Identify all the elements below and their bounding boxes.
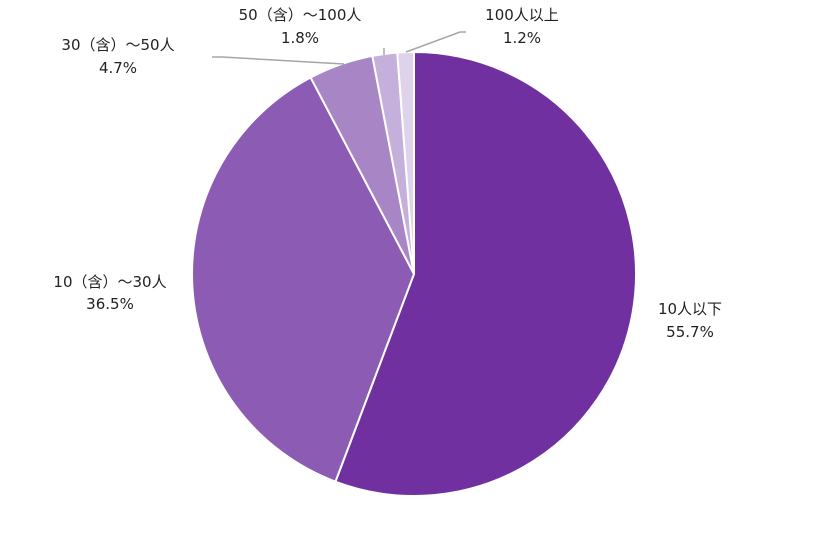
leader-line [405,31,466,53]
slice-category-label: 10（含）～30人 [53,273,166,291]
slice-value-label: 55.7% [666,323,714,341]
slice-value-label: 1.8% [281,29,319,47]
slice-category-label: 100人以上 [485,6,559,24]
slice-value-label: 36.5% [86,295,134,313]
leader-lines [212,31,466,65]
slice-category-label: 50（含）～100人 [239,6,362,24]
pie-slice [396,50,415,275]
pie-slice [334,50,637,497]
slice-value-label: 1.2% [503,29,541,47]
pie-slice [191,76,416,483]
pie-slices [191,50,637,497]
leader-line [212,56,345,65]
slice-category-label: 10人以下 [658,300,722,318]
slice-value-label: 4.7% [99,59,137,77]
slice-category-label: 30（含）～50人 [61,36,174,54]
data-labels: 10人以下 55.7% 10（含）～30人 36.5% 30（含）～50人 4.7% 50（… [53,6,722,341]
